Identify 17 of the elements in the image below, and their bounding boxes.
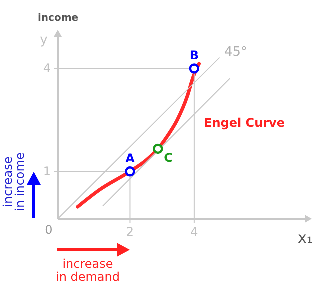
x-tick-label: 2 [126,225,134,239]
y-tick-label: 1 [43,164,51,179]
annotation: B [190,48,200,63]
text: 0 [45,223,53,237]
annotation: C [164,151,174,166]
annotation: A [126,152,136,166]
x-axis-title: x₁ [298,229,313,247]
point [153,144,164,154]
annotation: Engel Curve [204,116,285,130]
annotation: 45° [224,45,248,60]
point [189,64,200,74]
text: increase in income [1,152,27,212]
text: income [38,13,79,24]
y-axis-title: y [40,33,48,48]
line-series [76,62,201,209]
text: increase in demand [56,257,120,284]
point [125,166,136,177]
